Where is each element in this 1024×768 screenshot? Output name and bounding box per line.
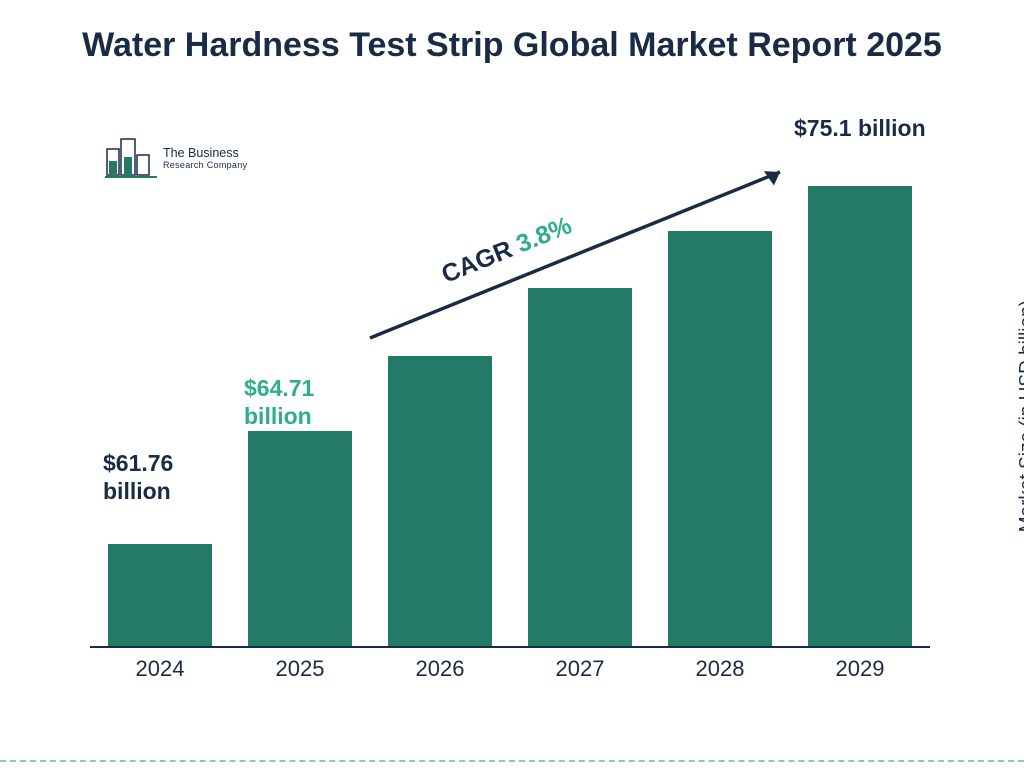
xlabel-2027: 2027	[556, 656, 605, 682]
bar-2028	[668, 231, 772, 646]
bar-slot-2026: 2026	[370, 356, 510, 646]
bar-2026	[388, 356, 492, 646]
bar-2025	[248, 431, 352, 646]
chart-title: Water Hardness Test Strip Global Market …	[0, 24, 1024, 67]
bar-2027	[528, 288, 632, 646]
bar-slot-2027: 2027	[510, 288, 650, 646]
xlabel-2025: 2025	[276, 656, 325, 682]
xlabel-2029: 2029	[836, 656, 885, 682]
chart-area: 2024 2025 2026 2027 2028 2029	[90, 140, 930, 700]
callout-text-2029: $75.1 billion	[794, 115, 926, 141]
bar-slot-2028: 2028	[650, 231, 790, 646]
xlabel-2026: 2026	[416, 656, 465, 682]
bar-2024	[108, 544, 212, 646]
bar-slot-2025: 2025	[230, 431, 370, 646]
value-callout-2029: $75.1 billion	[794, 115, 926, 143]
y-axis-label: Market Size (in USD billion)	[1016, 300, 1024, 532]
xlabel-2028: 2028	[696, 656, 745, 682]
bar-slot-2029: 2029	[790, 186, 930, 646]
footer-divider	[0, 760, 1024, 762]
value-callout-2025: $64.71billion	[244, 375, 314, 430]
xlabel-2024: 2024	[136, 656, 185, 682]
value-callout-2024: $61.76billion	[103, 450, 173, 505]
callout-text-2024: $61.76billion	[103, 450, 173, 504]
bar-slot-2024: 2024	[90, 544, 230, 646]
callout-text-2025: $64.71billion	[244, 375, 314, 429]
bar-2029	[808, 186, 912, 646]
x-axis-line	[90, 646, 930, 648]
